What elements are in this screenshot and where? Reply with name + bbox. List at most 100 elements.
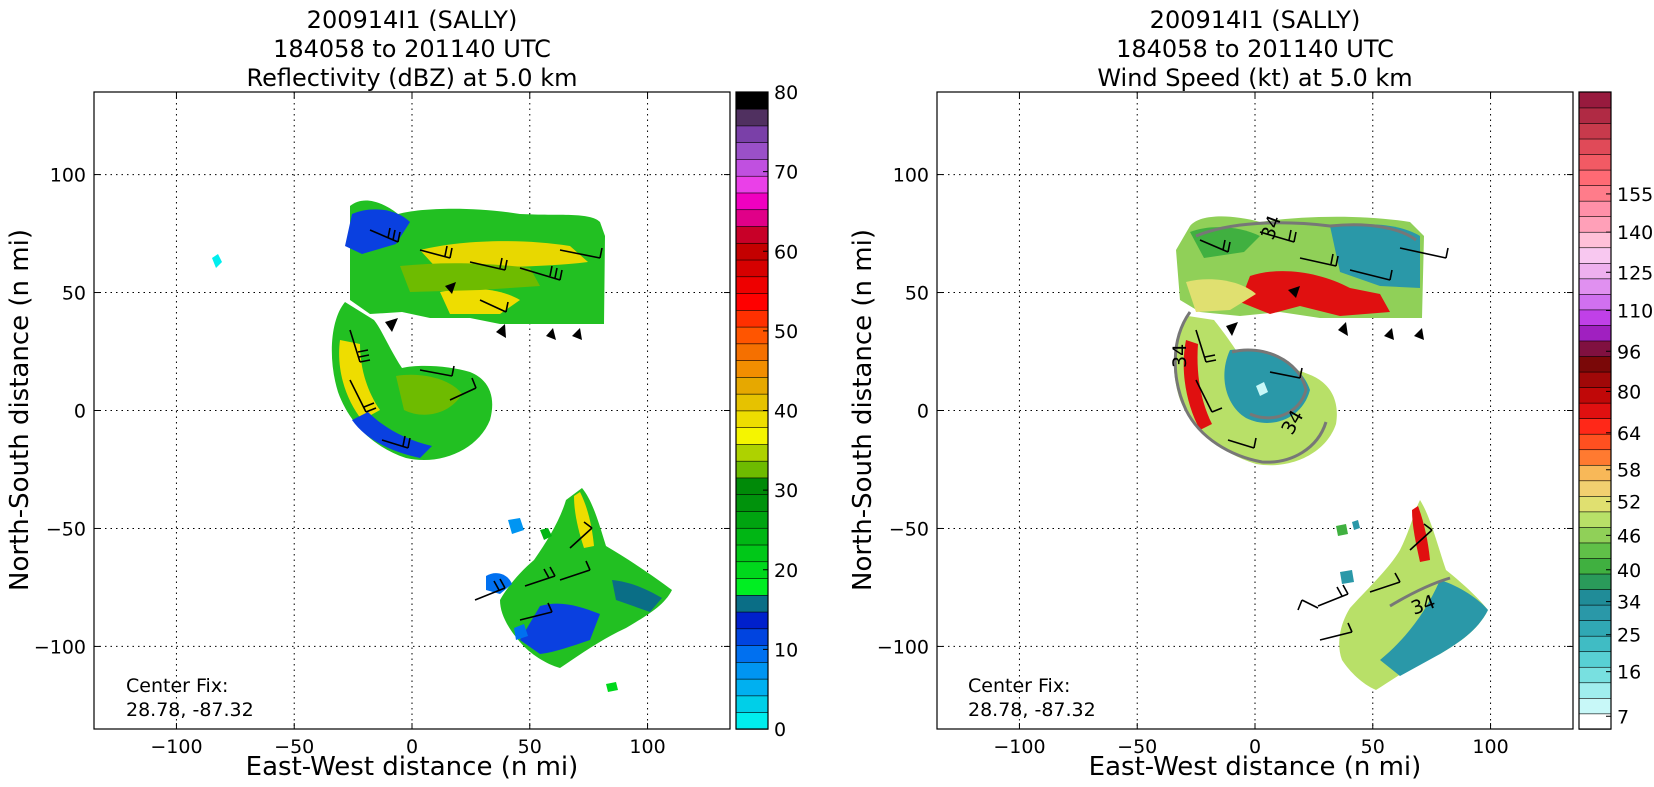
wind-isolated-cell-2: [1340, 570, 1354, 584]
wind-isolated-cell-3: [1352, 520, 1360, 530]
wind-title-line-1: 200914I1 (SALLY): [1150, 6, 1361, 34]
reflectivity-y-axis-label: North-South distance (n mi): [5, 229, 35, 591]
reflectivity-x-tick-label: −50: [274, 736, 314, 758]
reflectivity-colorbar-segment: [735, 209, 769, 227]
wind-pennant: [546, 328, 556, 340]
reflectivity-colorbar-segment: [735, 292, 769, 311]
reflectivity-y-tick-label: −50: [46, 518, 86, 540]
wind-center-fix-value: 28.78, -87.32: [968, 699, 1096, 721]
wind-colorbar-segment: [1578, 122, 1612, 140]
wind-inner-core-light: [1256, 382, 1268, 396]
reflectivity-title-line-3: Reflectivity (dBZ) at 5.0 km: [247, 64, 578, 92]
wind-colorbar-segment: [1578, 247, 1612, 264]
wind-colorbar-segment: [1578, 635, 1612, 653]
reflectivity-colorbar-tick-label: 40: [774, 401, 798, 423]
wind-barb: [1349, 269, 1393, 281]
reflectivity-y-tick-label: 0: [74, 401, 86, 423]
reflectivity-colorbar-segment: [735, 276, 769, 294]
wind-pennant: [572, 328, 582, 340]
wind-barb: [381, 435, 411, 449]
wind-colorbar-segment: [1578, 682, 1612, 699]
reflectivity-wind-barbs: [349, 227, 603, 621]
reflectivity-colorbar: 0 10 20 30 40 50 60 70 80: [735, 82, 798, 741]
reflectivity-colorbar-segment: [735, 477, 769, 496]
isolated-echo-2: [508, 518, 524, 534]
wind-contour-label: 34: [1169, 344, 1191, 368]
wind-colorbar-segment: [1578, 557, 1612, 575]
wind-x-tick-label: −100: [993, 736, 1045, 758]
reflectivity-colorbar-tick-label: 10: [774, 639, 798, 661]
reflectivity-colorbar-segment: [735, 91, 769, 110]
wind-northern-yellow: [1186, 279, 1256, 312]
wind-barbs: [1195, 229, 1449, 641]
wind-barb: [449, 377, 477, 401]
reflectivity-colorbar-segment: [735, 158, 769, 177]
wind-colorbar-segment: [1578, 107, 1612, 124]
reflectivity-grid: [94, 92, 730, 729]
wind-pennant: [496, 324, 506, 338]
wind-colorbar-segment: [1578, 666, 1612, 684]
wind-barb: [369, 227, 401, 243]
wind-barb: [559, 247, 603, 259]
wind-pennant: [445, 282, 456, 294]
wind-northern-teal: [1330, 224, 1420, 288]
wind-barb: [1299, 253, 1339, 267]
wind-colorbar-segment: [1578, 355, 1612, 373]
wind-colorbar-tick-label: 34: [1617, 592, 1641, 614]
wind-colorbar-tick-label: 96: [1617, 341, 1641, 363]
wind-colorbar-tick-label: 16: [1617, 662, 1641, 684]
wind-x-axis-label: East-West distance (n mi): [1089, 752, 1422, 782]
southern-rainband-yellow: [574, 492, 594, 548]
wind-colorbar-segment: [1578, 371, 1612, 388]
wind-colorbar-tick-label: 110: [1617, 300, 1653, 322]
reflectivity-title-line-1: 200914I1 (SALLY): [307, 6, 518, 34]
wind-pennant: [1288, 286, 1300, 298]
reflectivity-colorbar-tick-label: 20: [774, 560, 798, 582]
wind-barb: [419, 365, 455, 377]
reflectivity-colorbar-tick-label: 80: [774, 82, 798, 104]
inner-core-blue: [352, 412, 432, 458]
wind-center-fix-label: Center Fix:: [968, 675, 1070, 697]
wind-isolated-cell-1: [1336, 524, 1348, 536]
wind-colorbar-segment: [1578, 200, 1612, 217]
wind-barb: [1195, 379, 1223, 413]
reflectivity-plot-area: Center Fix: 28.78, -87.32: [93, 91, 731, 730]
wind-colorbar-segment: [1578, 417, 1612, 435]
wind-barb: [479, 299, 509, 313]
wind-title-line-3: Wind Speed (kt) at 5.0 km: [1097, 64, 1412, 92]
wind-barb: [1269, 367, 1303, 379]
reflectivity-colorbar-segment: [735, 376, 769, 395]
reflectivity-colorbar-segment: [735, 259, 769, 278]
reflectivity-colorbar-segment: [735, 577, 769, 596]
reflectivity-colorbar-segment: [735, 661, 769, 680]
reflectivity-colorbar-tick-label: 30: [774, 480, 798, 502]
wind-colorbar-segment: [1578, 604, 1612, 621]
reflectivity-colorbar-segment: [735, 644, 769, 663]
reflectivity-y-tick-label: 100: [50, 165, 86, 187]
reflectivity-colorbar-tick-label: 70: [774, 162, 798, 184]
reflectivity-y-tick-label: −100: [34, 636, 86, 658]
reflectivity-colorbar-segment: [735, 141, 769, 160]
reflectivity-colorbar-segment: [735, 443, 769, 462]
reflectivity-colorbar-segment: [735, 426, 769, 445]
wind-34kt-contour: [1173, 221, 1451, 608]
wind-colorbar-segment: [1578, 231, 1612, 249]
reflectivity-axis-ticks: −100 −50 0 50 100 −100 −50 0 50 100: [34, 92, 730, 758]
wind-colorbar-tick-label: 25: [1617, 625, 1641, 647]
reflectivity-colorbar-segment: [735, 225, 769, 244]
wind-barb: [1195, 329, 1217, 363]
wind-barb: [559, 560, 591, 581]
wind-barb: [469, 257, 508, 271]
reflectivity-colorbar-segment: [735, 695, 769, 713]
wind-colorbar-segment: [1578, 91, 1612, 109]
isolated-echo-1: [486, 573, 512, 594]
reflectivity-center-fix-label: Center Fix:: [126, 675, 228, 697]
wind-colorbar-segment: [1578, 386, 1612, 404]
wind-colorbar-tick-label: 52: [1617, 492, 1641, 514]
reflectivity-colorbar-segment: [735, 628, 769, 646]
wind-pennant: [1384, 328, 1394, 340]
northern-rainband-green-2: [400, 263, 540, 292]
isolated-echo-3: [514, 624, 528, 640]
reflectivity-colorbar-segment: [735, 544, 769, 563]
reflectivity-title-line-2: 184058 to 201140 UTC: [273, 35, 551, 63]
